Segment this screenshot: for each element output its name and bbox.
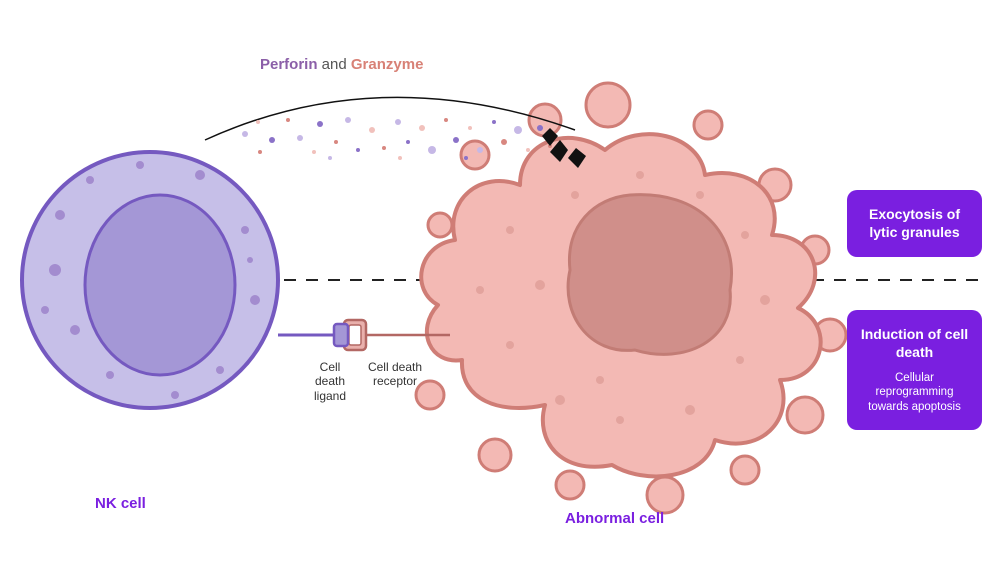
ligand-label: Celldeathligand [305,360,355,403]
receptor-label: Cell deathreceptor [360,360,430,389]
diagram-canvas [0,0,1000,563]
granzyme-label: Granzyme [351,56,424,73]
induction-box: Induction of cell death Cellular reprogr… [847,310,982,430]
abnormal-cell-label: Abnormal cell [565,510,664,527]
granule-title: Perforin and Granzyme [260,56,423,73]
induction-subtitle: Cellular reprogramming towards apoptosis [857,371,972,414]
exocytosis-title: Exocytosis of lytic granules [857,206,972,241]
nk-cell-label: NK cell [95,495,146,512]
and-label: and [318,56,351,73]
exocytosis-box: Exocytosis of lytic granules [847,190,982,257]
perforin-label: Perforin [260,56,318,73]
induction-title: Induction of cell death [857,326,972,361]
